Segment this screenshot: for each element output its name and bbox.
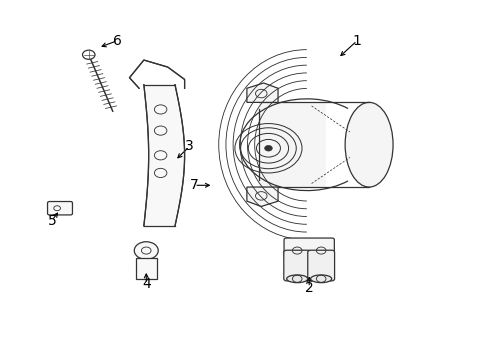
Polygon shape — [143, 85, 184, 226]
Text: 7: 7 — [189, 178, 198, 192]
Polygon shape — [246, 83, 278, 102]
Text: 5: 5 — [47, 213, 56, 228]
Text: 4: 4 — [142, 277, 150, 291]
Text: 1: 1 — [352, 33, 361, 48]
Ellipse shape — [310, 275, 331, 283]
Ellipse shape — [286, 275, 307, 283]
Ellipse shape — [345, 102, 392, 187]
Bar — [258, 102, 325, 187]
FancyBboxPatch shape — [284, 238, 334, 258]
Text: 6: 6 — [113, 33, 122, 48]
Text: 3: 3 — [184, 139, 193, 153]
Polygon shape — [246, 187, 278, 207]
FancyBboxPatch shape — [47, 202, 72, 215]
FancyBboxPatch shape — [307, 250, 334, 281]
Circle shape — [82, 50, 95, 59]
Bar — [136, 258, 157, 279]
Text: 2: 2 — [304, 280, 313, 294]
Circle shape — [264, 145, 272, 151]
FancyBboxPatch shape — [283, 250, 310, 281]
Circle shape — [134, 242, 158, 259]
